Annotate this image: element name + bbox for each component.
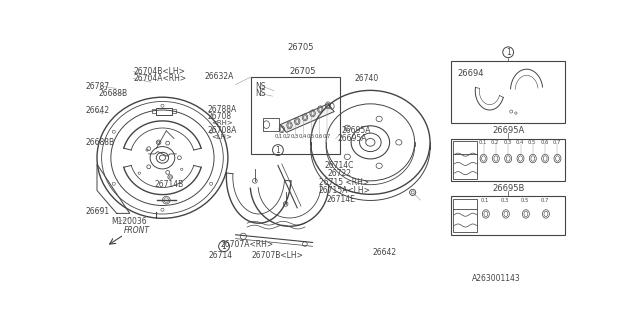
Polygon shape — [280, 104, 334, 132]
Text: <LH>: <LH> — [211, 134, 232, 140]
Text: 26714E: 26714E — [326, 195, 355, 204]
Text: 26714B: 26714B — [155, 180, 184, 189]
Text: 26695A: 26695A — [342, 126, 371, 135]
Text: <RH>: <RH> — [211, 120, 233, 126]
Bar — [451, 61, 565, 123]
Text: NS: NS — [255, 82, 266, 91]
Text: 0.4: 0.4 — [299, 134, 307, 140]
Text: 0.1: 0.1 — [275, 134, 283, 140]
Text: 26695A: 26695A — [492, 126, 524, 135]
Text: 26714C: 26714C — [324, 161, 353, 170]
Text: 26704A<RH>: 26704A<RH> — [134, 74, 187, 83]
Text: 26705: 26705 — [288, 43, 314, 52]
Text: 26642: 26642 — [86, 106, 109, 115]
Text: 1: 1 — [221, 242, 227, 251]
Text: 26705: 26705 — [289, 67, 316, 76]
Text: 26632A: 26632A — [205, 72, 234, 81]
Text: 26691: 26691 — [86, 207, 109, 216]
Text: 0.6: 0.6 — [540, 140, 548, 145]
Text: 26704B<LH>: 26704B<LH> — [134, 67, 186, 76]
Text: M120036: M120036 — [111, 217, 147, 226]
Bar — [451, 139, 565, 181]
Text: FRONT: FRONT — [124, 227, 150, 236]
Bar — [451, 196, 565, 235]
Text: 1: 1 — [276, 146, 280, 155]
Text: 0.2: 0.2 — [283, 134, 291, 140]
Text: 0.2: 0.2 — [491, 140, 499, 145]
Text: 0.3: 0.3 — [503, 140, 511, 145]
Bar — [452, 198, 477, 232]
Text: 26694: 26694 — [458, 68, 484, 77]
Text: 0.3: 0.3 — [501, 197, 509, 203]
Text: 26642: 26642 — [372, 248, 397, 257]
Text: 26788A: 26788A — [207, 105, 236, 114]
Bar — [172, 109, 176, 113]
Text: 0.4: 0.4 — [516, 140, 524, 145]
Text: 26740: 26740 — [355, 74, 380, 83]
Bar — [452, 141, 477, 179]
Text: 0.7: 0.7 — [541, 197, 549, 203]
Text: 26787: 26787 — [86, 82, 109, 91]
Text: 0.5: 0.5 — [307, 134, 316, 140]
Text: 26688B: 26688B — [86, 138, 115, 147]
Text: 0.5: 0.5 — [521, 197, 529, 203]
Text: 26695B: 26695B — [492, 184, 524, 193]
Bar — [262, 118, 280, 131]
Text: 0.5: 0.5 — [528, 140, 536, 145]
Text: 26695A: 26695A — [337, 134, 367, 143]
Bar — [152, 109, 156, 113]
Text: 26707B<LH>: 26707B<LH> — [251, 251, 303, 260]
Text: 0.1: 0.1 — [481, 197, 489, 203]
Text: 26708A: 26708A — [207, 125, 237, 134]
Text: 26715A<LH>: 26715A<LH> — [319, 186, 371, 195]
Text: 26715 <RH>: 26715 <RH> — [319, 178, 369, 187]
Text: 0.6: 0.6 — [315, 134, 323, 140]
Text: 0.1: 0.1 — [479, 140, 487, 145]
Text: A263001143: A263001143 — [472, 274, 520, 283]
Text: 0.7: 0.7 — [552, 140, 561, 145]
Text: 26688B: 26688B — [99, 89, 127, 98]
Text: 26707A<RH>: 26707A<RH> — [220, 240, 273, 249]
Bar — [156, 108, 172, 115]
Text: 0.3: 0.3 — [291, 134, 299, 140]
Text: 26714: 26714 — [209, 251, 233, 260]
Text: 1: 1 — [506, 48, 511, 57]
Text: 26708: 26708 — [207, 112, 231, 121]
Text: 0.7: 0.7 — [323, 134, 332, 140]
Text: NS: NS — [255, 89, 266, 98]
Text: 26722: 26722 — [328, 169, 352, 178]
Bar — [251, 77, 340, 154]
